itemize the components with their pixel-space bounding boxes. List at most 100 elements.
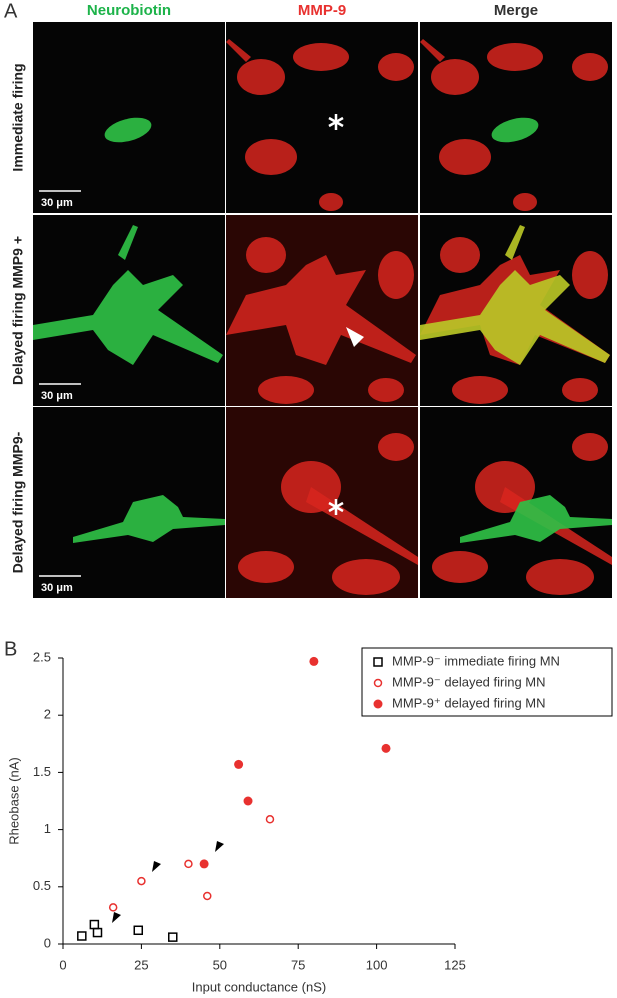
x-tick-label: 0 [59,957,66,972]
mmp9-stain [431,59,479,95]
mmp9-stain [258,376,314,404]
point [92,927,103,938]
mmp9-stain [246,237,286,273]
mmp9-stain [572,251,608,299]
mmp9-stain [452,376,508,404]
scale-bar-label: 30 μm [41,390,73,402]
neurobiotin-stain [460,495,612,543]
mmp9-stain [420,39,445,62]
x-tick-label: 125 [444,957,466,972]
micrograph [226,215,418,406]
micrograph-background [33,22,225,213]
arrowhead [346,327,364,347]
panel-label: B [4,638,17,660]
asterisk [328,114,344,130]
point [89,919,100,930]
mmp9-stain [378,53,414,81]
micrograph [420,407,612,598]
y-tick-label: 0 [44,935,51,950]
mmp9-stain [487,43,543,71]
x-tick-label: 100 [366,957,388,972]
micrograph [420,215,612,406]
x-tick-label: 25 [134,957,148,972]
mmp9-stain [332,559,400,595]
neurobiotin-stain [505,225,525,260]
mmp9-stain [226,39,251,62]
mmp9-stain [513,193,537,211]
point [243,796,253,806]
legend-label: MMP-9⁺ delayed firing MN [392,695,546,710]
point [203,891,212,901]
arrow-pointer [215,841,224,852]
point [108,903,118,912]
y-tick-label: 2 [44,707,51,722]
y-tick-label: 2.5 [33,649,51,664]
point [234,759,244,769]
legend-box [361,647,613,717]
arrow-pointer [112,912,121,923]
point [184,859,193,869]
point [265,815,275,824]
x-tick-label: 75 [291,957,305,972]
y-tick-label: 1 [44,821,51,836]
micrograph: 30 μm [33,215,225,406]
neurobiotin-stain [33,270,223,365]
arrow-pointer [152,861,161,872]
mmp9-stain [245,139,297,175]
neurobiotin-stain [491,117,539,143]
point [137,876,146,886]
point [373,699,383,709]
row-label: Immediate firing [10,63,26,171]
y-tick-label: 0.5 [33,878,51,893]
micrograph: 30 μm [33,407,225,598]
x-tick-label: 50 [213,957,227,972]
scale-bar-label: 30 μm [41,197,73,209]
row-label: Delayed firing MMP9 + [10,236,26,385]
mmp9-stain [440,237,480,273]
y-axis-title: Rheobase (nA) [6,757,21,844]
legend-label: MMP-9⁻ delayed firing MN [392,674,546,689]
mmp9-stain [226,255,416,365]
micrograph [226,22,418,213]
point [199,859,209,869]
mmp9-stain [572,433,608,461]
neurobiotin-stain [73,495,225,543]
neurobiotin-stain [104,117,152,143]
micrograph: 30 μm [33,22,225,213]
scale-bar-label: 30 μm [41,582,73,594]
point [133,925,144,936]
mmp9-stain [378,251,414,299]
column-header: Merge [494,2,538,19]
point [309,656,319,666]
mmp9-stain [293,43,349,71]
micrograph [226,407,418,598]
mmp9-stain [368,378,404,402]
legend-label: MMP-9⁻ immediate firing MN [392,653,560,668]
column-header: MMP-9 [298,2,346,19]
mmp9-stain [562,378,598,402]
asterisk [328,499,344,515]
point [168,932,178,942]
mmp9-stain [432,551,488,583]
mmp9-stain [319,193,343,211]
row-label: Delayed firing MMP9- [10,431,26,573]
point [77,931,87,941]
panel-label: A [4,0,18,22]
neurobiotin-stain [420,270,610,365]
point [373,678,383,688]
point [381,743,391,753]
neurobiotin-stain [118,225,138,260]
x-axis-title: Input conductance (nS) [192,979,326,994]
mmp9-stain [237,59,285,95]
mmp9-stain [439,139,491,175]
column-header: Neurobiotin [87,2,171,19]
mmp9-stain [238,551,294,583]
micrograph [420,22,612,213]
point [373,657,383,667]
mmp9-stain [572,53,608,81]
mmp9-stain [526,559,594,595]
mmp9-stain [378,433,414,461]
micrograph-background [33,407,225,598]
